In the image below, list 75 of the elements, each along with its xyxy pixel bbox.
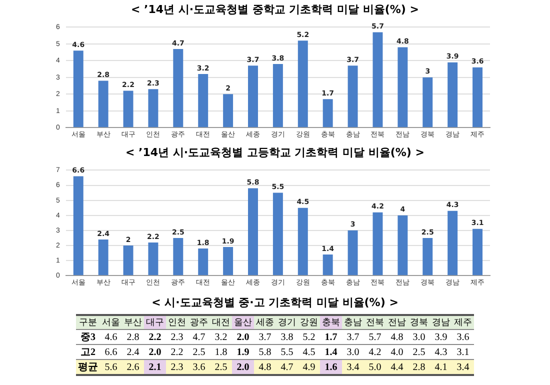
x-tick-label: 경북 — [408, 315, 430, 330]
data-label: 5.5 — [276, 344, 298, 360]
x-tick-label: 대구 — [144, 315, 166, 330]
x-tick-label: 부산 — [122, 315, 144, 330]
data-label: 4.5 — [298, 344, 320, 360]
data-label: 2.5 — [408, 344, 430, 360]
data-label: 3.4 — [452, 360, 474, 375]
data-label: 3.9 — [430, 330, 452, 344]
data-label: 4.8 — [386, 330, 408, 344]
data-label: 4.2 — [364, 344, 386, 360]
x-tick-label: 울산 — [232, 315, 254, 330]
data-label: 5.6 — [100, 360, 122, 375]
data-label: 4.7 — [188, 330, 210, 344]
data-label: 3.2 — [210, 330, 232, 344]
x-tick-label: 경기 — [276, 315, 298, 330]
chart-title: < ’14년 시·도교육청별 고등학교 기초학력 미달 비율(%) > — [124, 145, 426, 160]
data-label: 2.2 — [144, 330, 166, 344]
data-label: 1.9 — [232, 344, 254, 360]
data-label: 4.3 — [430, 344, 452, 360]
data-label: 4.4 — [386, 360, 408, 375]
y-tick-label: 평균 — [76, 360, 100, 375]
chart-title: < ’14년 시·도교육청별 중학교 기초학력 미달 비율(%) > — [130, 2, 420, 17]
data-label: 2.0 — [232, 360, 254, 375]
data-label: 3.8 — [276, 330, 298, 344]
data-label: 2.8 — [408, 360, 430, 375]
data-label: 2.4 — [122, 344, 144, 360]
data-label: 3.0 — [342, 344, 364, 360]
x-tick-label: 전남 — [386, 315, 408, 330]
data-label: 3.0 — [408, 330, 430, 344]
data-label: 4.0 — [386, 344, 408, 360]
data-label: 2.3 — [166, 330, 188, 344]
data-label: 5.2 — [298, 330, 320, 344]
data-label: 2.1 — [144, 360, 166, 375]
data-label: 2.0 — [144, 344, 166, 360]
data-label: 6.6 — [100, 344, 122, 360]
data-label: 1.4 — [320, 344, 342, 360]
data-label: 4.1 — [430, 360, 452, 375]
data-label: 2.6 — [122, 360, 144, 375]
y-tick-label: 고2 — [76, 344, 100, 360]
data-label: 1.6 — [320, 360, 342, 375]
x-tick-label: 충북 — [320, 315, 342, 330]
data-label: 4.9 — [298, 360, 320, 375]
y-axis-title: 구분 — [76, 315, 100, 330]
data-label: 4.6 — [100, 330, 122, 344]
data-label: 2.2 — [166, 344, 188, 360]
data-label: 3.1 — [452, 344, 474, 360]
x-tick-label: 인천 — [166, 315, 188, 330]
data-label: 3.6 — [452, 330, 474, 344]
x-tick-label: 세종 — [254, 315, 276, 330]
data-label: 5.0 — [364, 360, 386, 375]
x-tick-label: 강원 — [298, 315, 320, 330]
data-label: 3.6 — [188, 360, 210, 375]
x-tick-label: 전북 — [364, 315, 386, 330]
data-label: 5.7 — [364, 330, 386, 344]
data-label: 2.5 — [210, 360, 232, 375]
data-label: 3.7 — [254, 330, 276, 344]
x-tick-label: 제주 — [452, 315, 474, 330]
data-label: 2.3 — [166, 360, 188, 375]
chart-title: < 시·도교육청별 중·고 기초학력 미달 비율(%) > — [150, 295, 400, 310]
x-tick-label: 광주 — [188, 315, 210, 330]
x-tick-label: 충남 — [342, 315, 364, 330]
data-label: 4.8 — [254, 360, 276, 375]
data-label: 4.7 — [276, 360, 298, 375]
data-label: 1.7 — [320, 330, 342, 344]
data-label: 3.4 — [342, 360, 364, 375]
data-label: 2.0 — [232, 330, 254, 344]
x-tick-label: 서울 — [100, 315, 122, 330]
data-label: 3.7 — [342, 330, 364, 344]
data-label: 1.8 — [210, 344, 232, 360]
data-label: 2.5 — [188, 344, 210, 360]
x-tick-label: 대전 — [210, 315, 232, 330]
data-label: 5.8 — [254, 344, 276, 360]
x-tick-label: 경남 — [430, 315, 452, 330]
y-tick-label: 중3 — [76, 330, 100, 344]
data-label: 2.8 — [122, 330, 144, 344]
